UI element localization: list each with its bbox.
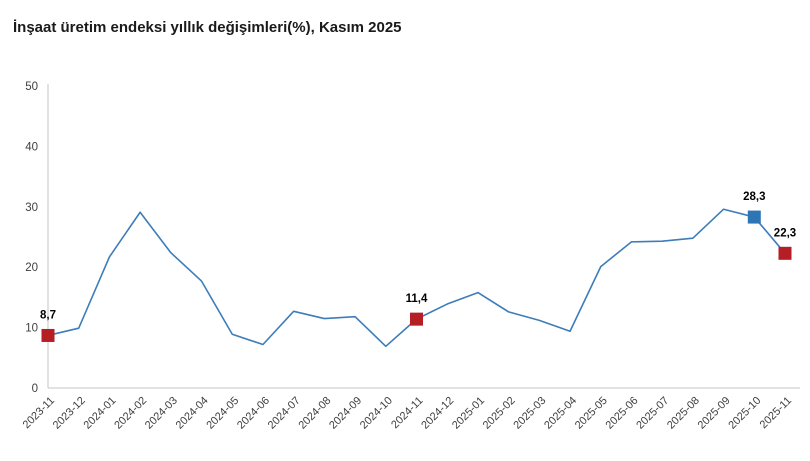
x-tick-label: 2025-09 [696,395,733,432]
x-tick-label: 2024-12 [419,395,456,432]
x-tick-label: 2024-02 [112,395,149,432]
y-tick-label: 20 [25,262,38,274]
x-tick-label: 2024-08 [296,395,333,432]
x-tick-label: 2024-01 [82,395,119,432]
y-tick-label: 0 [32,383,38,395]
y-tick-label: 50 [25,81,38,93]
marker-2023-11 [41,328,55,342]
x-tick-label: 2024-04 [174,395,211,432]
x-tick-label: 2025-08 [665,395,702,432]
data-label-2023-11: 8,7 [40,309,56,321]
x-tick-label: 2025-03 [511,395,548,432]
data-label-2025-11: 22,3 [774,227,796,239]
data-label-2024-11: 11,4 [406,293,428,305]
x-tick-label: 2025-06 [604,395,641,432]
x-tick-label: 2024-03 [143,395,180,432]
x-tick-label: 2025-01 [450,395,487,432]
marker-2024-11 [410,312,423,326]
x-tick-label: 2023-12 [51,395,88,432]
x-tick-label: 2024-11 [389,395,425,431]
y-tick-label: 40 [25,141,38,153]
x-tick-label: 2024-07 [266,395,303,432]
x-tick-label: 2023-11 [21,395,57,431]
y-tick-label: 30 [25,202,38,214]
x-tick-label: 2024-06 [235,395,272,432]
x-tick-label: 2024-05 [204,395,241,432]
x-tick-label: 2024-09 [327,395,364,432]
x-tick-label: 2025-10 [726,395,763,432]
x-tick-label: 2025-02 [481,395,518,432]
data-line [47,208,786,348]
y-tick-label: 10 [25,323,38,335]
marker-2025-10 [747,210,761,224]
x-tick-label: 2025-11 [758,395,794,431]
marker-2025-11 [778,246,792,260]
chart-title: İnşaat üretim endeksi yıllık değişimleri… [13,19,402,36]
x-tick-label: 2025-04 [542,395,579,432]
x-tick-label: 2024-10 [358,395,395,432]
data-label-2025-10: 28,3 [743,191,765,203]
x-tick-label: 2025-07 [634,395,671,432]
x-tick-label: 2025-05 [573,395,610,432]
